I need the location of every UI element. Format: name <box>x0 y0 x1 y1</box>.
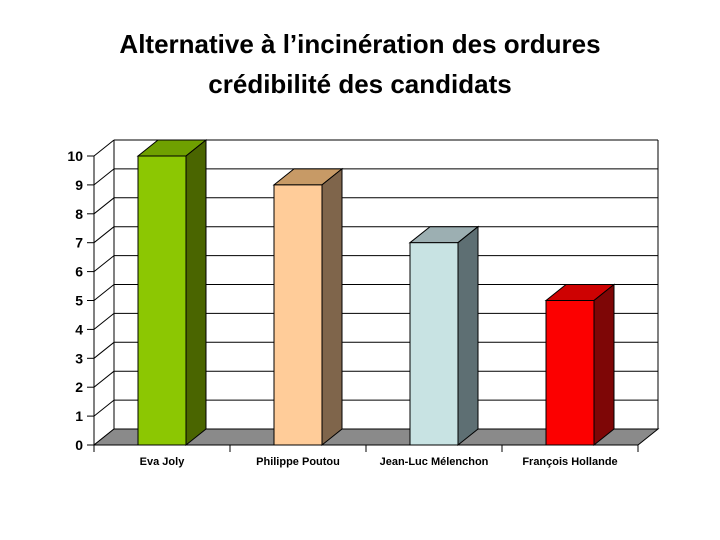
bar-side-françois-hollande <box>593 283 615 447</box>
y-axis-label-4: 4 <box>75 321 83 337</box>
depth-connector-7 <box>93 226 115 244</box>
depth-connector-8 <box>93 197 115 215</box>
chart-title-line2: crédibilité des candidats <box>208 69 512 99</box>
y-axis-label-8: 8 <box>75 206 83 222</box>
y-axis-label-10: 10 <box>67 148 83 164</box>
y-axis-label-0: 0 <box>75 437 83 453</box>
depth-connector-1 <box>93 399 115 417</box>
y-axis-label-1: 1 <box>75 408 83 424</box>
bar-philippe-poutou <box>273 184 323 446</box>
y-axis-label-5: 5 <box>75 293 83 309</box>
y-axis-label-6: 6 <box>75 264 83 280</box>
depth-connector-3 <box>93 341 115 359</box>
bar-françois-hollande <box>545 300 595 446</box>
depth-connector-2 <box>93 370 115 388</box>
x-axis-label-françois-hollande: François Hollande <box>522 456 617 468</box>
depth-connector-10 <box>93 139 115 157</box>
bar-eva-joly <box>137 155 187 446</box>
x-axis-label-eva-joly: Eva Joly <box>140 456 186 468</box>
bar-jean-luc-mélenchon <box>409 242 459 446</box>
depth-connector-9 <box>93 168 115 186</box>
depth-connector-6 <box>93 255 115 272</box>
y-axis-label-3: 3 <box>75 350 83 366</box>
depth-connector-4 <box>93 313 115 330</box>
y-axis-label-9: 9 <box>75 177 83 193</box>
bar-side-eva-joly <box>185 138 207 447</box>
bar-side-jean-luc-mélenchon <box>457 225 479 447</box>
chart-title: Alternative à l’incinération des ordures… <box>0 24 720 104</box>
x-axis-label-jean-luc-mélenchon: Jean-Luc Mélenchon <box>380 456 489 468</box>
y-axis-label-7: 7 <box>75 235 83 251</box>
x-axis-label-philippe-poutou: Philippe Poutou <box>256 456 340 468</box>
chart-title-line1: Alternative à l’incinération des ordures <box>119 29 601 59</box>
depth-connector-5 <box>93 284 115 301</box>
y-axis-label-2: 2 <box>75 379 83 395</box>
bar-side-philippe-poutou <box>321 167 343 447</box>
